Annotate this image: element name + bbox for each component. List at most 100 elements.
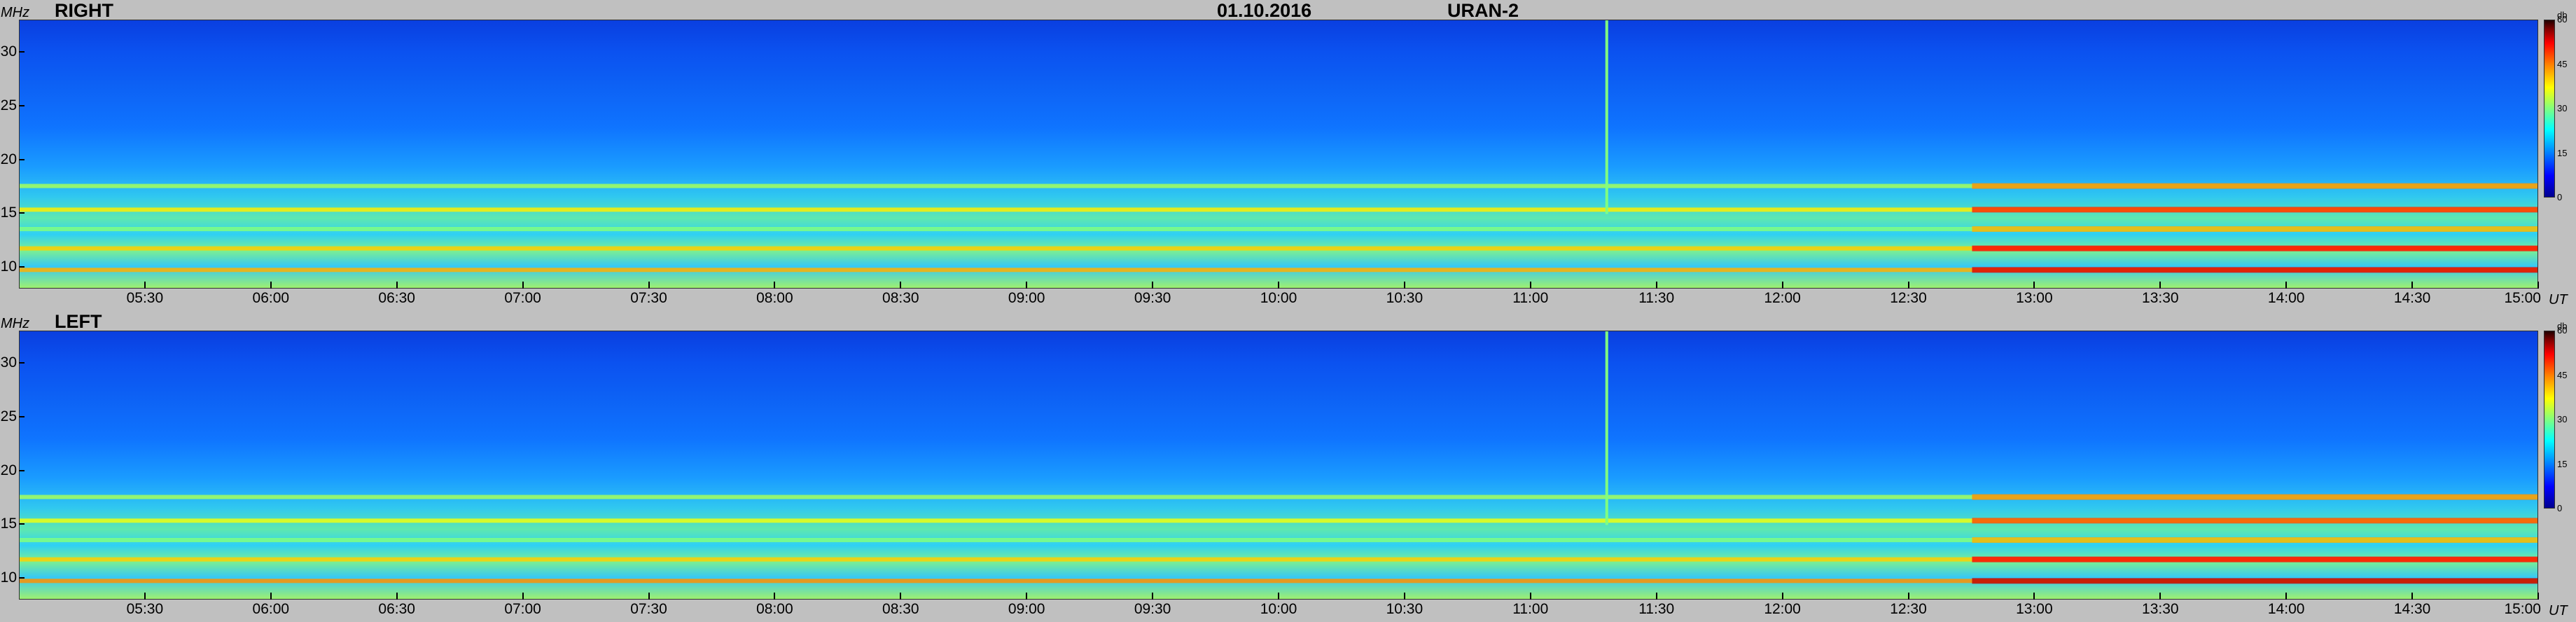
colorbar-tick-label: 30 xyxy=(2557,103,2568,113)
y-tick-label: 25 xyxy=(0,408,17,424)
band-11.8mhz-late xyxy=(1972,245,2537,251)
x-tick-mark xyxy=(1026,593,1028,600)
colorbar-tick-label: 30 xyxy=(2557,414,2568,424)
burst-1118 xyxy=(1605,20,1608,214)
colorbar-unit-right: db xyxy=(2557,10,2568,20)
x-tick-mark xyxy=(1781,593,1783,600)
panel-label-right: RIGHT xyxy=(55,0,113,21)
y-tick-mark xyxy=(19,469,25,471)
burst-1118 xyxy=(1605,331,1608,525)
band-9.8mhz xyxy=(20,268,2537,272)
x-tick-label: 11:00 xyxy=(1512,290,1549,306)
x-tick-mark xyxy=(522,282,524,289)
band-13.6mhz-late xyxy=(1972,226,2537,232)
x-tick-label: 07:30 xyxy=(630,601,667,617)
colorbar-tick-label: 60 xyxy=(2557,14,2568,25)
band-17.6mhz xyxy=(20,495,2537,499)
x-tick-label: 08:30 xyxy=(882,290,919,306)
x-tick-mark xyxy=(1278,282,1279,289)
x-tick-label: 13:00 xyxy=(2016,601,2053,617)
x-tick-label: 06:30 xyxy=(378,601,415,617)
y-tick-mark xyxy=(19,104,25,106)
colorbar-tick-label: 0 xyxy=(2557,192,2563,202)
x-tick-mark xyxy=(522,593,524,600)
band-17.6mhz-late xyxy=(1972,494,2537,500)
y-tick-label: 30 xyxy=(0,354,17,371)
band-17.6mhz xyxy=(20,184,2537,188)
band-13.6mhz xyxy=(20,226,2537,231)
x-tick-label: 10:30 xyxy=(1386,601,1423,617)
band-9.8mhz xyxy=(20,579,2537,583)
x-tick-label: 05:30 xyxy=(126,601,164,617)
spectrogram-left xyxy=(19,331,2538,600)
x-tick-mark xyxy=(1781,282,1783,289)
x-tick-mark xyxy=(144,282,146,289)
spectrogram-right-svg xyxy=(20,20,2537,273)
band-15.4mhz xyxy=(20,518,2537,523)
x-tick-mark xyxy=(2033,593,2035,600)
y-tick-mark xyxy=(19,362,25,364)
x-tick-label: 08:30 xyxy=(882,601,919,617)
band-15.4mhz-late xyxy=(1972,518,2537,524)
band-11.8mhz xyxy=(20,557,2537,562)
x-tick-label: 07:00 xyxy=(504,290,541,306)
x-tick-mark xyxy=(1403,282,1405,289)
colorbar-tick-label: 60 xyxy=(2557,325,2568,336)
y-tick-label: 15 xyxy=(0,516,17,532)
y-tick-mark xyxy=(19,266,25,268)
x-tick-mark xyxy=(2033,282,2035,289)
spectrogram-right xyxy=(19,20,2538,289)
x-tick-label: 12:00 xyxy=(1764,601,1801,617)
band-11.8mhz xyxy=(20,246,2537,251)
x-tick-mark xyxy=(2285,593,2288,600)
band-15.4mhz xyxy=(20,207,2537,212)
x-tick-mark xyxy=(1655,282,1657,289)
y-tick-label: 20 xyxy=(0,151,17,167)
x-tick-mark xyxy=(1278,593,1279,600)
x-tick-mark xyxy=(1529,593,1531,600)
band-13.6mhz-late xyxy=(1972,537,2537,543)
x-tick-label: 12:00 xyxy=(1764,290,1801,306)
x-tick-label: 10:00 xyxy=(1260,290,1297,306)
x-tick-label: 09:30 xyxy=(1134,290,1171,306)
x-tick-mark xyxy=(1152,593,1154,600)
panel-label-left: LEFT xyxy=(55,311,102,332)
x-tick-mark xyxy=(2159,282,2161,289)
x-tick-label: 05:30 xyxy=(126,290,164,306)
band-9.8mhz-late xyxy=(1972,578,2537,584)
x-tick-label: 11:30 xyxy=(1638,290,1675,306)
x-tick-mark xyxy=(144,593,146,600)
colorbar-tick-label: 0 xyxy=(2557,503,2563,513)
y-tick-label: 15 xyxy=(0,205,17,221)
x-tick-mark xyxy=(774,593,776,600)
y-tick-label: 25 xyxy=(0,97,17,113)
x-tick-label: 09:00 xyxy=(1008,290,1045,306)
x-tick-label: 07:30 xyxy=(630,290,667,306)
x-tick-mark xyxy=(270,282,272,289)
x-tick-mark xyxy=(774,282,776,289)
x-tick-label: 14:00 xyxy=(2267,601,2305,617)
colorbar-right xyxy=(2544,20,2555,198)
y-tick-label: 10 xyxy=(0,258,17,275)
x-tick-mark xyxy=(2285,282,2288,289)
y-tick-label: 10 xyxy=(0,569,17,586)
x-tick-label: 06:00 xyxy=(252,601,290,617)
colorbar-tick-label: 45 xyxy=(2557,58,2568,69)
x-tick-mark xyxy=(1907,282,1909,289)
x-tick-mark xyxy=(270,593,272,600)
spectrogram-left-svg xyxy=(20,331,2537,584)
y-tick-mark xyxy=(19,158,25,160)
x-tick-mark xyxy=(396,593,398,600)
x-tick-mark xyxy=(900,282,902,289)
x-tick-label: 14:30 xyxy=(2393,601,2431,617)
y-tick-label: 30 xyxy=(0,43,17,60)
colorbar-unit-left: db xyxy=(2557,321,2568,331)
x-tick-mark xyxy=(2159,593,2161,600)
y-tick-mark xyxy=(19,523,25,525)
x-tick-mark xyxy=(2537,593,2539,600)
x-tick-mark xyxy=(1026,282,1028,289)
x-tick-label: 14:00 xyxy=(2267,290,2305,306)
x-tick-label: 15:00 xyxy=(2504,290,2541,306)
band-15.4mhz-late xyxy=(1972,207,2537,213)
date-label: 01.10.2016 xyxy=(1217,0,1312,21)
